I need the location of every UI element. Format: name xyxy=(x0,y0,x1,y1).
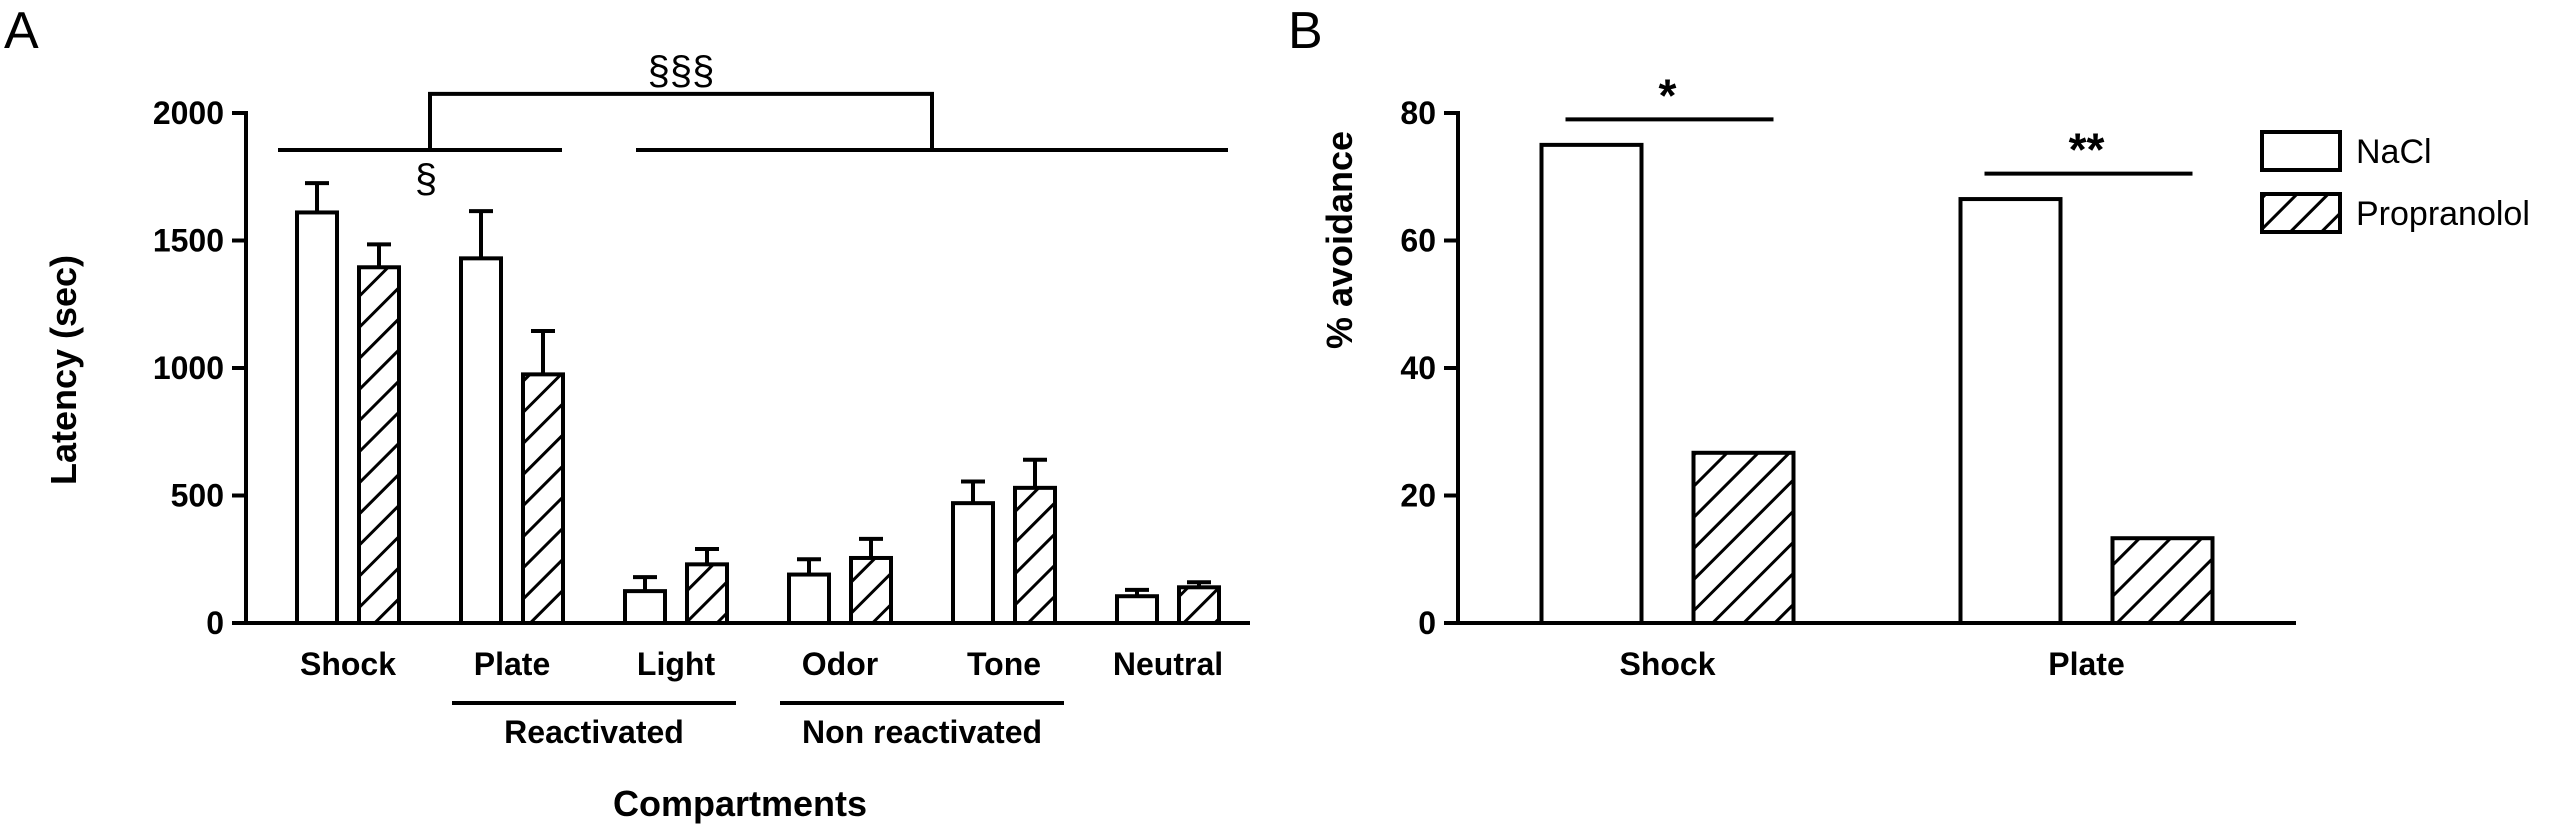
panel-b-y-tick-label: 40 xyxy=(1400,350,1436,386)
group-label-reactivated: Reactivated xyxy=(504,714,684,750)
bar-b-plate-propranolol xyxy=(2110,536,2215,626)
x-tick-tone: Tone xyxy=(967,646,1041,682)
panel-b-y-tick-label: 80 xyxy=(1400,95,1436,131)
x-tick-plate: Plate xyxy=(474,646,550,682)
bar-neutral-propranolol xyxy=(1177,585,1221,625)
legend-swatch-nacl xyxy=(2260,130,2342,172)
panel-b-bars xyxy=(1539,142,2215,626)
bar-b-plate-nacl xyxy=(1958,197,2063,625)
significance-overall: §§§ xyxy=(648,49,715,93)
panel-b-y-tick-label: 0 xyxy=(1418,605,1436,641)
bar-light-nacl xyxy=(623,589,667,625)
panel-a-y-axis-title: Latency (sec) xyxy=(43,255,84,485)
significance-shock: * xyxy=(1659,69,1677,121)
legend-label-propranolol: Propranolol xyxy=(2356,195,2530,233)
x-tick-neutral: Neutral xyxy=(1113,646,1223,682)
bar-plate-propranolol xyxy=(521,372,565,625)
bar-neutral-nacl xyxy=(1115,594,1159,625)
bar-shock-propranolol xyxy=(357,265,401,625)
bracket-overall xyxy=(428,91,934,150)
significance-plate: ** xyxy=(2069,124,2105,176)
panel-a-bars xyxy=(295,181,1221,625)
bar-b-shock-propranolol xyxy=(1691,450,1796,625)
panel-a-y-ticks: 0 500 1000 1500 2000 xyxy=(153,95,246,641)
bar-odor-nacl xyxy=(787,572,831,625)
panel-b-y-axis-title: % avoidance xyxy=(1319,131,1360,349)
significance-shock-plate: § xyxy=(415,157,437,201)
x-tick-b-plate: Plate xyxy=(2048,646,2124,682)
panel-a-x-ticks: Shock Plate Light Odor Tone Neutral xyxy=(300,646,1223,682)
legend-label-nacl: NaCl xyxy=(2356,133,2432,171)
panel-b-x-ticks: Shock Plate xyxy=(1619,646,2124,682)
panel-b-y-ticks: 0 20 40 60 80 xyxy=(1400,95,1458,641)
panel-a-significance: §§§§ xyxy=(278,49,1228,201)
panel-a-y-tick-label: 0 xyxy=(206,605,224,641)
panel-b-y-tick-label: 60 xyxy=(1400,223,1436,259)
panel-b-significance: *** xyxy=(1565,69,2193,176)
panel-a: A 0 500 1000 1500 2000 Shock Plate Light Odor To… xyxy=(4,2,1250,824)
panel-a-letter: A xyxy=(4,2,39,60)
panel-a-y-tick-label: 500 xyxy=(171,478,224,514)
bar-b-shock-nacl xyxy=(1539,142,1644,625)
panel-b-y-tick-label: 20 xyxy=(1400,478,1436,514)
panel-a-group-labels: Reactivated Non reactivated xyxy=(452,701,1064,750)
bar-light-propranolol xyxy=(685,562,729,625)
legend-swatch-propranolol xyxy=(2260,192,2342,234)
x-tick-shock: Shock xyxy=(300,646,396,682)
bar-shock-nacl xyxy=(295,210,339,625)
panel-a-y-tick-label: 2000 xyxy=(153,95,224,131)
bar-odor-propranolol xyxy=(849,555,893,625)
x-tick-odor: Odor xyxy=(802,646,878,682)
x-tick-light: Light xyxy=(637,646,716,682)
panel-a-y-tick-label: 1000 xyxy=(153,350,224,386)
panel-a-y-tick-label: 1500 xyxy=(153,223,224,259)
panel-b-letter: B xyxy=(1288,2,1323,60)
group-label-non-reactivated: Non reactivated xyxy=(802,714,1042,750)
panel-b-legend: NaCl Propranolol xyxy=(2260,130,2530,234)
bar-tone-propranolol xyxy=(1013,485,1057,625)
bar-tone-nacl xyxy=(951,501,995,625)
panel-a-x-axis-title: Compartments xyxy=(613,783,867,824)
x-tick-b-shock: Shock xyxy=(1619,646,1715,682)
bar-plate-nacl xyxy=(459,256,503,625)
